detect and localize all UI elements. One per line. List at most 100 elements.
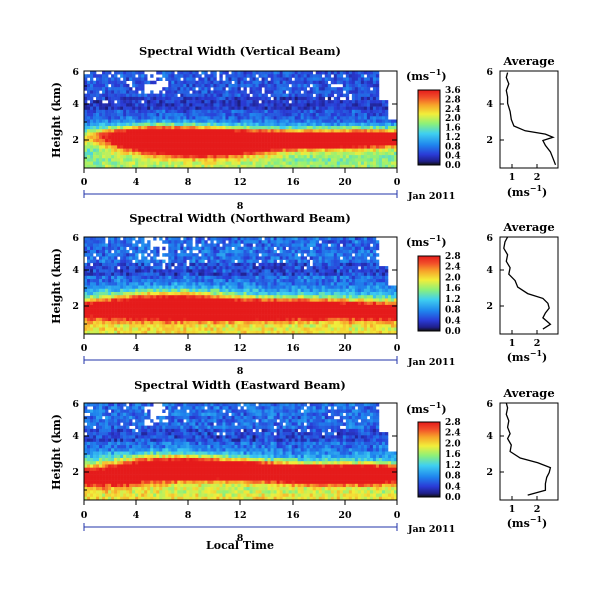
heatmap-cell [360, 106, 365, 111]
heatmap-cell [111, 90, 115, 94]
heatmap-cell [249, 237, 253, 241]
heatmap-cell [273, 253, 277, 257]
heatmap-cell [120, 321, 124, 325]
heatmap-cell [318, 93, 323, 98]
heatmap-cell [186, 311, 190, 315]
heatmap-cell [141, 71, 145, 75]
heatmap-cell [210, 148, 214, 153]
heatmap-cell [357, 145, 362, 149]
heatmap-cell [369, 74, 374, 78]
heatmap-cell [282, 129, 286, 133]
heatmap-cell [129, 71, 133, 75]
heatmap-cell [345, 77, 350, 81]
heatmap-cell [180, 304, 184, 309]
heatmap-cell [195, 321, 199, 325]
heatmap-cell [288, 295, 292, 299]
heatmap-cell [270, 132, 274, 136]
heatmap-cell [192, 288, 196, 293]
heatmap-cell [228, 83, 232, 88]
heatmap-cell [90, 132, 94, 136]
heatmap-cell [120, 158, 124, 162]
average-xlabel: (ms−1) [507, 183, 548, 199]
heatmap-cell [264, 161, 268, 166]
heatmap-cell [369, 132, 374, 136]
heatmap-cell [177, 132, 181, 136]
heatmap-cell [192, 298, 196, 302]
heatmap-cell [195, 304, 199, 309]
heatmap-cell [264, 155, 268, 159]
heatmap-cell [303, 151, 308, 156]
heatmap-cell [273, 151, 277, 156]
heatmap-cell [180, 327, 184, 332]
heatmap-cell [270, 148, 274, 153]
heatmap-cell [120, 317, 124, 322]
heatmap-cell [240, 298, 244, 302]
heatmap-cell [153, 301, 157, 306]
heatmap-cell [279, 259, 283, 264]
heatmap-cell [135, 125, 139, 130]
heatmap-cell [87, 106, 91, 111]
heatmap-cell [87, 288, 91, 293]
heatmap-cell [108, 71, 112, 75]
heatmap-cell [378, 106, 383, 111]
heatmap-cell [183, 90, 187, 94]
heatmap-cell [165, 93, 169, 98]
heatmap-cell [105, 295, 109, 299]
heatmap-cell [246, 83, 250, 88]
heatmap-cell [132, 256, 136, 260]
heatmap-cell [330, 119, 335, 124]
heatmap-cell [123, 272, 127, 277]
heatmap-cell [288, 155, 292, 159]
heatmap-cell [189, 279, 193, 283]
heatmap-cell [279, 266, 283, 270]
heatmap-cell [255, 100, 259, 104]
heatmap-cell [324, 71, 329, 75]
heatmap-cell [249, 295, 253, 299]
heatmap-cell [363, 164, 368, 169]
heatmap-cell [201, 272, 205, 277]
heatmap-cell [294, 135, 298, 140]
heatmap-cell [342, 155, 347, 159]
heatmap-cell [300, 109, 304, 114]
heatmap-cell [255, 330, 259, 335]
heatmap-cell [378, 116, 383, 120]
heatmap-cell [231, 87, 235, 91]
heatmap-cell [207, 83, 211, 88]
heatmap-cell [234, 151, 238, 156]
heatmap-cell [144, 291, 148, 296]
heatmap-cell [324, 142, 329, 146]
heatmap-cell [246, 106, 250, 111]
heatmap-cell [162, 122, 166, 127]
heatmap-cell [258, 311, 262, 315]
heatmap-cell [216, 158, 220, 162]
heatmap-cell [258, 151, 262, 156]
heatmap-cell [111, 87, 115, 91]
heatmap-cell [204, 272, 208, 277]
heatmap-cell [318, 145, 323, 149]
heatmap-cell [132, 74, 136, 78]
heatmap-cell [150, 164, 154, 169]
heatmap-cell [210, 259, 214, 264]
heatmap-cell [168, 291, 172, 296]
heatmap-cell [225, 243, 229, 247]
heatmap-cell [114, 324, 118, 328]
heatmap-cell [168, 125, 172, 130]
heatmap-cell [102, 148, 106, 153]
heatmap-cell [177, 116, 181, 120]
heatmap-cell [114, 129, 118, 133]
heatmap-cell [108, 77, 112, 81]
heatmap-cell [336, 148, 341, 153]
heatmap-cell [294, 266, 298, 270]
heatmap-cell [324, 116, 329, 120]
heatmap-cell [162, 132, 166, 136]
heatmap-cell [198, 103, 202, 107]
heatmap-cell [126, 164, 130, 169]
heatmap-cell [171, 321, 175, 325]
heatmap-cell [153, 298, 157, 302]
heatmap-cell [165, 106, 169, 111]
heatmap-cell [141, 262, 145, 267]
heatmap-cell [138, 324, 142, 328]
heatmap-cell [165, 164, 169, 169]
heatmap-cell [243, 282, 247, 286]
heatmap-cell [102, 301, 106, 306]
